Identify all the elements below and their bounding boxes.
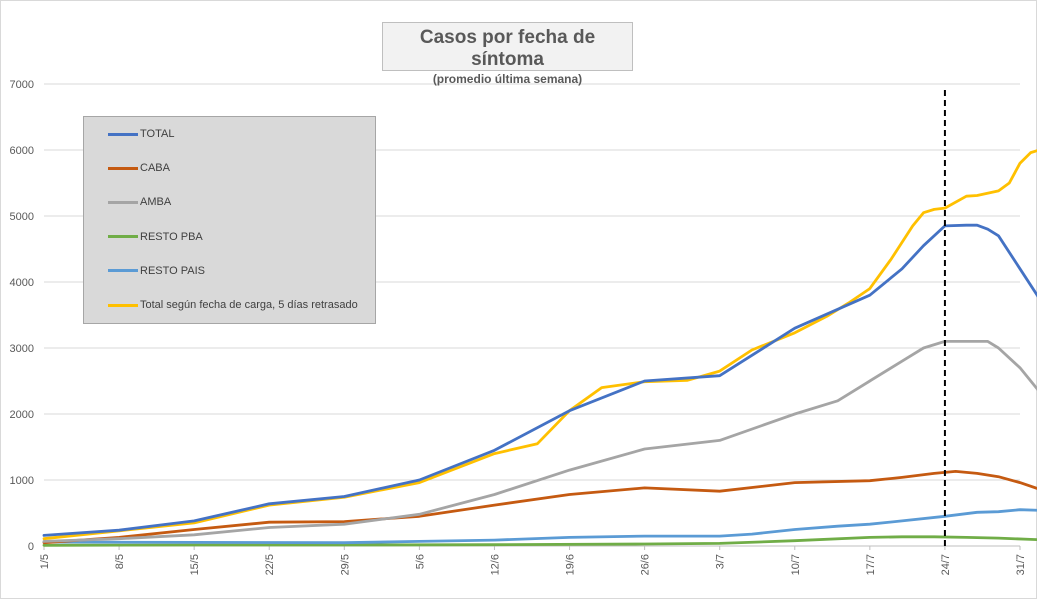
legend-item-resto_pais: RESTO PAIS <box>108 264 205 278</box>
legend-swatch <box>108 200 138 204</box>
series-line-resto_pba <box>42 535 1037 547</box>
series-line-resto_pais <box>42 508 1037 545</box>
legend-item-amba: AMBA <box>108 195 171 209</box>
y-tick-label: 6000 <box>10 145 34 157</box>
legend-label: RESTO PBA <box>140 230 203 243</box>
x-tick-label: 12/6 <box>489 554 501 575</box>
x-tick-label: 10/7 <box>790 554 802 575</box>
legend-swatch <box>108 235 138 239</box>
legend-label: TOTAL <box>140 128 175 140</box>
x-tick-label: 24/7 <box>940 554 952 575</box>
legend-item-carga: Total según fecha de carga, 5 días retra… <box>108 298 358 312</box>
y-tick-label: 7000 <box>10 79 34 91</box>
series-line-caba <box>42 469 1037 545</box>
chart-title-box: Casos por fecha de síntoma (promedio últ… <box>382 22 633 86</box>
x-tick-label: 17/7 <box>865 554 877 575</box>
legend-item-total: TOTAL <box>108 127 174 141</box>
legend-swatch <box>108 132 138 136</box>
x-tick-label: 31/7 <box>1015 554 1027 575</box>
x-tick-label: 5/6 <box>414 554 426 569</box>
x-tick-label: 15/5 <box>189 554 201 575</box>
x-tick-label: 19/6 <box>565 554 577 575</box>
y-tick-label: 0 <box>28 541 34 553</box>
legend-label: CABA <box>140 162 170 175</box>
y-tick-label: 4000 <box>10 277 34 289</box>
x-tick-label: 1/5 <box>39 554 51 569</box>
x-tick-label: 22/5 <box>264 554 276 575</box>
y-tick-label: 5000 <box>10 211 34 223</box>
legend-swatch <box>108 166 138 170</box>
series-line-carga <box>42 149 1037 541</box>
y-tick-label: 3000 <box>10 343 34 355</box>
legend-swatch <box>108 303 138 307</box>
legend-label: Total según fecha de carga, 5 días retra… <box>140 299 358 311</box>
series-line-total <box>42 223 1037 537</box>
legend-label: AMBA <box>140 196 172 209</box>
legend-item-resto_pba: RESTO PBA <box>108 230 203 244</box>
series-line-amba <box>42 339 1037 543</box>
y-tick-label: 1000 <box>10 475 34 487</box>
x-tick-label: 29/5 <box>339 554 351 575</box>
x-tick-label: 26/6 <box>640 554 652 575</box>
chart-subtitle: (promedio última semana) <box>432 72 583 86</box>
legend-item-caba: CABA <box>108 161 170 175</box>
x-tick-label: 3/7 <box>715 554 727 569</box>
chart-legend: TOTAL CABA AMBA RESTO PBA RESTO PAIS Total se… <box>83 116 376 324</box>
y-tick-label: 2000 <box>10 409 34 421</box>
legend-label: RESTO PAIS <box>140 264 206 277</box>
x-tick-label: 8/5 <box>114 554 126 569</box>
chart-title: Casos por fecha de síntoma <box>419 27 596 70</box>
legend-swatch <box>108 269 138 273</box>
